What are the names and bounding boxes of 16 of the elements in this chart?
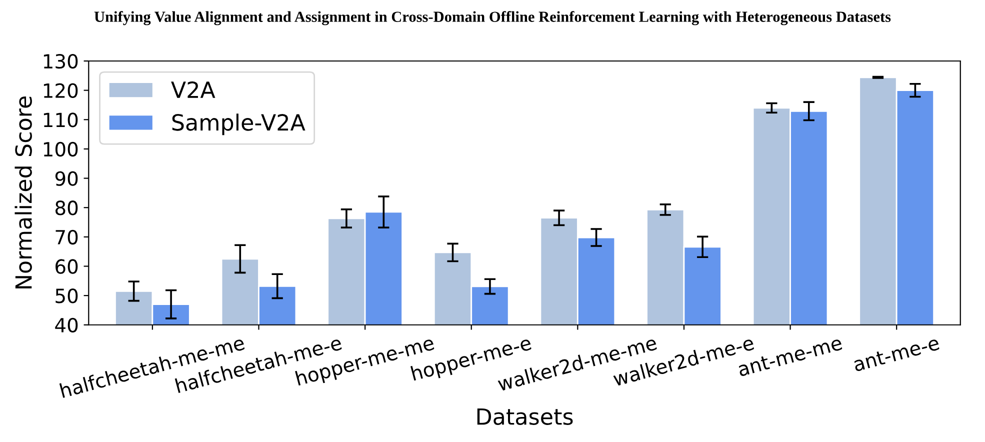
chart-title: Unifying Value Alignment and Assignment in Cross-Domain Offline Reinforcement Learning with Heterogeneous Datasets [94, 11, 891, 26]
y-tick-label: 50 [56, 288, 78, 304]
y-tick-label: 70 [56, 230, 78, 245]
y-tick-label: 80 [56, 200, 78, 216]
y-tick-label: 40 [55, 318, 78, 333]
legend-label: V2A [171, 81, 216, 98]
y-tick-label: 130 [44, 54, 78, 69]
x-axis-title: Datasets [477, 408, 573, 425]
y-tick-label: 60 [56, 259, 78, 274]
y-tick-label: 90 [55, 171, 78, 186]
legend-label: Sample-V2A [172, 114, 306, 136]
y-tick-label: 100 [44, 142, 78, 157]
y-axis-title: Normalized Score [14, 96, 32, 288]
y-tick-label: 110 [44, 112, 78, 128]
x-tick-label: ant-me-e [852, 336, 940, 372]
y-tick-label: 120 [44, 83, 78, 98]
